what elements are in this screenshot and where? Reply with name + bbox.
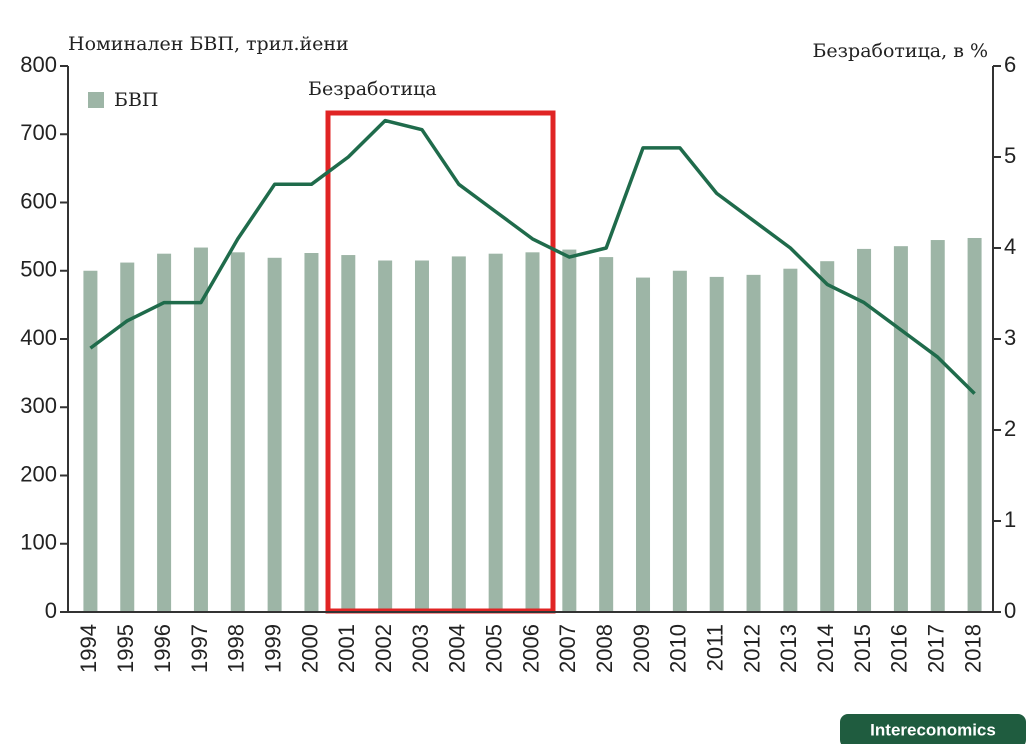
- x-tick-label: 2002: [371, 624, 396, 673]
- annotation: Безработица: [308, 78, 437, 100]
- y-tick-label: 800: [20, 52, 57, 77]
- x-tick-label: 2003: [408, 624, 433, 673]
- bar: [820, 261, 835, 612]
- y2-tick-label: 5: [1004, 143, 1016, 168]
- x-tick-label: 1994: [76, 624, 101, 673]
- bars: [83, 237, 982, 613]
- x-tick-label: 2001: [334, 624, 359, 673]
- x-tick-label: 1997: [187, 624, 212, 673]
- x-tick-label: 2005: [481, 624, 506, 673]
- bar: [451, 256, 466, 612]
- y-tick-label: 500: [20, 257, 57, 282]
- y-tick-label: 0: [45, 598, 57, 623]
- y2-tick-label: 2: [1004, 416, 1016, 441]
- x-tick-label: 1996: [150, 624, 175, 673]
- x-tick-label: 2018: [960, 624, 985, 673]
- source: Intereconomics: [870, 720, 996, 739]
- bar: [230, 252, 245, 612]
- bar: [120, 262, 135, 612]
- bar: [525, 252, 540, 612]
- x-tick-label: 2015: [850, 624, 875, 673]
- bar: [304, 253, 319, 612]
- y2-axis-title: Безработица, в %: [812, 40, 988, 62]
- bar: [599, 257, 614, 612]
- x-tick-label: 1999: [260, 624, 285, 673]
- x-tick-label: 2006: [518, 624, 543, 673]
- bar: [378, 260, 393, 612]
- legend-label: БВП: [114, 89, 159, 111]
- legend-swatch: [88, 92, 104, 108]
- y-tick-label: 300: [20, 393, 57, 418]
- y2-tick-label: 3: [1004, 325, 1016, 350]
- bar: [967, 237, 982, 613]
- x-tick-label: 2000: [297, 624, 322, 673]
- bar: [783, 268, 798, 612]
- bar: [562, 249, 577, 612]
- y2-tick-label: 0: [1004, 598, 1016, 623]
- x-tick-label: 2016: [887, 624, 912, 673]
- highlight-box: [325, 110, 556, 614]
- x-tick-label: 1998: [224, 624, 249, 673]
- y-tick-label: 100: [20, 530, 57, 555]
- source-badge: [840, 714, 1026, 744]
- bar: [193, 247, 208, 613]
- bar: [893, 246, 908, 612]
- bar: [488, 253, 503, 612]
- bar: [414, 260, 429, 612]
- x-tick-label: 2010: [666, 624, 691, 673]
- y-axis-title: Номинален БВП, трил.йени: [68, 33, 349, 55]
- y2-tick-label: 4: [1004, 234, 1016, 259]
- bar: [341, 255, 356, 613]
- x-tick-label: 2013: [776, 624, 801, 673]
- x-tick-label: 2008: [592, 624, 617, 673]
- y2-tick-label: 1: [1004, 507, 1016, 532]
- y-tick-label: 200: [20, 461, 57, 486]
- y-tick-label: 600: [20, 188, 57, 213]
- y2-tick-label: 6: [1004, 52, 1016, 77]
- x-tick-label: 2017: [924, 624, 949, 673]
- x-tick-label: 2012: [739, 624, 764, 673]
- x-tick-label: 1995: [113, 624, 138, 673]
- bar: [857, 248, 872, 612]
- x-tick-label: 2007: [555, 624, 580, 673]
- x-tick-label: 2011: [703, 624, 728, 671]
- bar: [83, 270, 98, 612]
- x-tick-label: 2004: [445, 624, 470, 673]
- bar: [636, 277, 651, 612]
- y-tick-label: 400: [20, 325, 57, 350]
- bar: [709, 276, 724, 612]
- x-tick-label: 2014: [813, 624, 838, 673]
- bar: [746, 274, 761, 612]
- y-tick-label: 700: [20, 120, 57, 145]
- x-tick-label: 2009: [629, 624, 654, 673]
- unemployment-line: [89, 118, 976, 395]
- bar: [157, 253, 172, 612]
- bar: [672, 270, 687, 612]
- bar: [930, 240, 945, 612]
- bar: [267, 257, 282, 612]
